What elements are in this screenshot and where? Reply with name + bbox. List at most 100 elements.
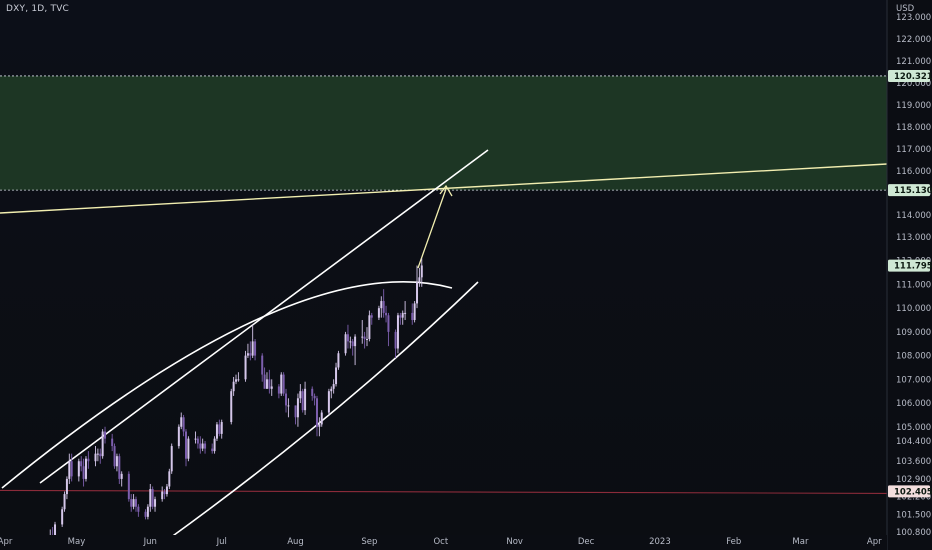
drawing-lines[interactable] <box>0 149 888 539</box>
axis-currency: USD <box>896 4 915 14</box>
candle-body <box>377 308 380 318</box>
y-tick-label: 104.400 <box>896 437 931 447</box>
candle-body <box>420 265 423 278</box>
y-tick-label: 102.900 <box>896 475 931 485</box>
candle-body <box>294 405 297 418</box>
candle-body <box>185 431 187 459</box>
price-badge-zone-bottom <box>888 184 930 197</box>
price-badge-label: 120.321 <box>894 72 932 82</box>
price-badge-label: 111.795 <box>894 262 932 272</box>
y-tick-label: 108.000 <box>896 352 931 362</box>
candle-body <box>232 381 235 392</box>
candle-body <box>196 438 199 444</box>
y-tick-label: 120.000 <box>896 79 931 89</box>
candle-body <box>416 282 419 304</box>
y-tick-label: 119.000 <box>896 101 931 111</box>
candle-body <box>201 443 204 449</box>
candle-series <box>49 258 423 548</box>
candle-body <box>335 367 338 385</box>
candle-body <box>215 424 218 439</box>
x-tick-label: 2023 <box>649 537 671 547</box>
candle-body <box>315 398 318 427</box>
candle-body <box>265 379 268 389</box>
candle-body <box>77 461 80 477</box>
candle-body <box>82 466 85 479</box>
candle-body <box>318 424 321 427</box>
candle-body <box>361 336 364 338</box>
price-badge-last-price <box>888 259 930 272</box>
y-tick-label: 114.000 <box>896 211 931 221</box>
candle-body <box>270 386 273 389</box>
candle-body <box>327 391 330 413</box>
target-zone <box>0 75 887 191</box>
candle-body <box>63 494 66 510</box>
y-tick-label: 100.800 <box>896 528 931 538</box>
candle-body <box>268 379 271 389</box>
candle-body <box>220 422 223 434</box>
y-tick-label: 107.000 <box>896 375 931 385</box>
y-tick-label: 102.200 <box>896 493 931 503</box>
y-tick-label: 117.000 <box>896 145 931 155</box>
candle-body <box>411 312 414 321</box>
time-axis[interactable]: Apr May Jun Jul Aug Sep Oct Nov Dec 2023 Feb Mar Apr <box>0 535 887 550</box>
candle-body <box>299 391 302 399</box>
price-badge-zone-top <box>888 69 930 82</box>
candle-body <box>332 384 335 389</box>
candle-body <box>168 471 171 487</box>
y-tick-label: 103.600 <box>896 457 931 467</box>
y-tick-label: 109.000 <box>896 328 931 338</box>
candle-body <box>277 386 280 394</box>
candle-body <box>170 446 173 472</box>
candle-body <box>80 461 83 467</box>
x-tick-label: Oct <box>433 537 448 547</box>
y-tick-label: 113.000 <box>896 233 931 243</box>
y-tick-label: 122.000 <box>896 35 931 45</box>
candle-body <box>349 341 352 343</box>
candle-body <box>194 438 197 440</box>
price-badge-label: 115.130 <box>894 186 932 196</box>
candle-body <box>251 341 254 356</box>
y-tick-label: 101.500 <box>896 510 931 520</box>
candle-body <box>177 426 180 447</box>
candle-body <box>311 388 314 396</box>
candle-body <box>161 491 164 500</box>
candle-body <box>399 315 402 318</box>
y-tick-label: 116.000 <box>896 167 931 177</box>
candle-body <box>418 277 421 283</box>
candle-body <box>127 473 130 500</box>
candle-body <box>254 341 257 356</box>
candle-body <box>104 431 107 439</box>
y-tick-label: 121.000 <box>896 57 931 67</box>
y-tick-label: 111.000 <box>896 280 931 290</box>
candle-body <box>244 355 247 380</box>
projection-arrow-line <box>417 188 447 269</box>
candle-body <box>296 398 299 418</box>
candle-body <box>84 458 87 479</box>
candle-body <box>282 374 285 394</box>
candle-body <box>118 456 121 479</box>
candle-body <box>96 453 99 455</box>
y-tick-label: 110.000 <box>896 304 931 314</box>
candle-body <box>211 448 214 452</box>
x-tick-label: Feb <box>726 537 741 547</box>
candle-body <box>280 374 283 394</box>
candle-body <box>380 301 383 309</box>
candle-body <box>368 315 371 339</box>
symbol-title[interactable]: DXY, 1D, TVC <box>6 4 70 14</box>
candle-body <box>246 353 249 356</box>
x-tick-label: Mar <box>792 537 809 547</box>
candle-body <box>230 391 233 423</box>
candle-body <box>180 417 183 427</box>
candle-body <box>115 456 118 467</box>
candle-body <box>87 458 90 462</box>
candle-body <box>330 388 333 392</box>
zone-fill <box>0 75 887 191</box>
candle-body <box>70 461 73 477</box>
arc-curve <box>1 281 453 489</box>
candle-body <box>382 301 385 313</box>
x-tick-label: May <box>68 537 86 547</box>
candle-body <box>344 334 347 354</box>
